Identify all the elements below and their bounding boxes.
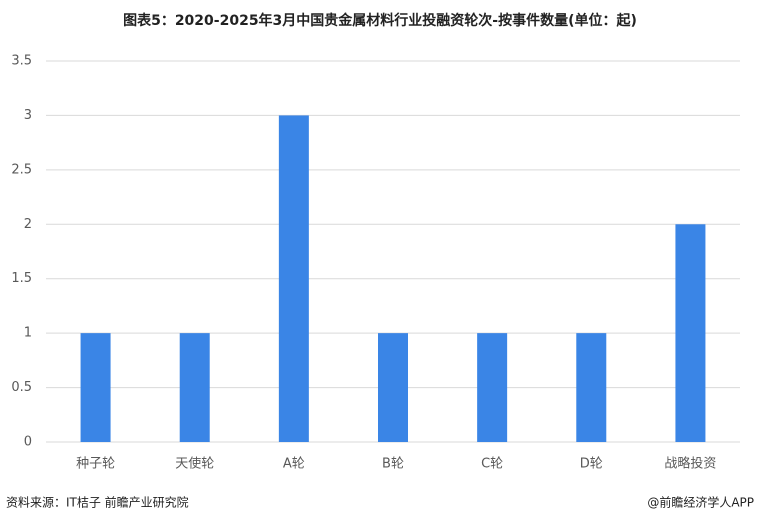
y-tick-label: 0.5 [11,380,32,395]
y-tick-label: 3 [24,108,32,123]
source-note: 资料来源：IT桔子 前瞻产业研究院 [6,495,189,510]
bar [675,224,706,442]
bar [378,333,408,442]
bar [179,333,210,442]
y-tick-label: 3.5 [11,54,32,69]
credit-note: @前瞻经济学人APP [647,495,754,510]
bar [477,333,508,442]
bar [576,333,607,442]
x-tick-label: B轮 [382,457,404,472]
bar [80,333,111,442]
x-tick-label: 种子轮 [76,457,115,472]
chart-title: 图表5：2020-2025年3月中国贵金属材料行业投融资轮次-按事件数量(单位：… [123,12,637,29]
x-tick-label: C轮 [481,457,503,472]
y-tick-label: 0 [24,435,32,450]
y-tick-label: 1 [24,326,32,341]
x-tick-label: 战略投资 [664,456,716,472]
x-tick-label: 天使轮 [175,456,214,472]
y-tick-label: 1.5 [11,271,32,286]
x-tick-label: A轮 [283,457,305,472]
y-tick-label: 2.5 [11,162,32,177]
y-tick-label: 2 [24,217,32,232]
bar [278,115,309,442]
x-tick-label: D轮 [580,457,603,472]
